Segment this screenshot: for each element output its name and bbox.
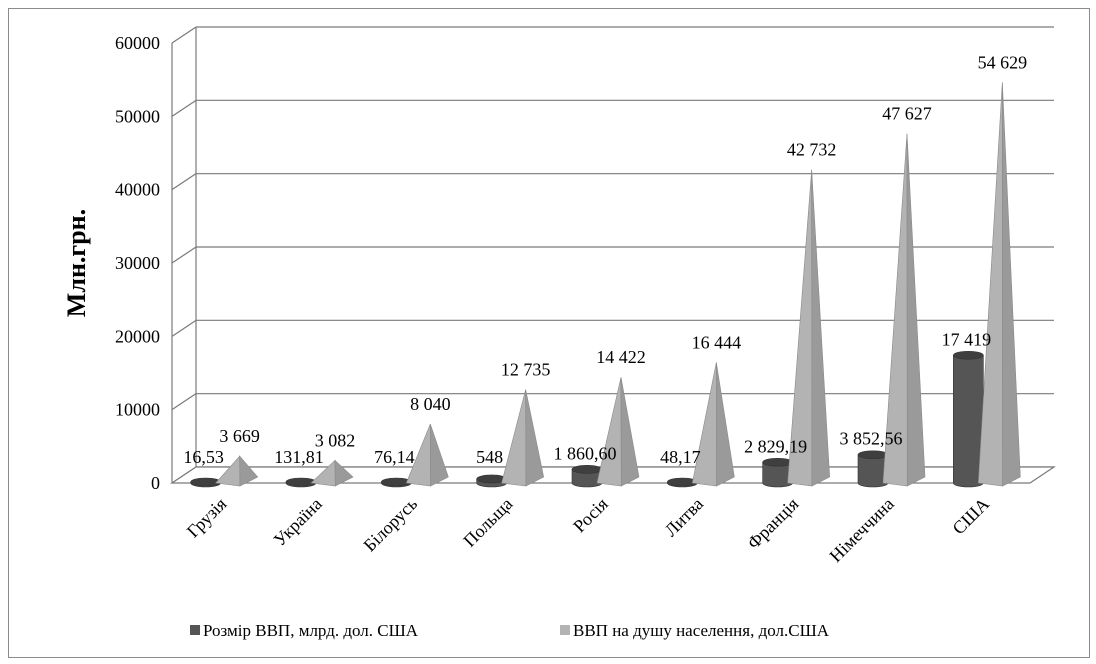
data-label-gdp-per-capita: 14 422 [596,347,646,367]
gridline-left-wall [171,319,197,337]
data-label-gdp-per-capita: 16 444 [692,332,742,352]
data-label-gdp-per-capita: 3 082 [315,430,356,450]
pyramid-gdp-per-capita-side [334,459,354,487]
x-category-label: Україна [270,494,326,550]
y-tick-label: 10000 [115,400,160,420]
bar-gdp-top [857,450,889,460]
data-label-gdp-per-capita: 47 627 [882,104,932,124]
bar-gdp-top [953,350,984,360]
pyramid-gdp-per-capita-front [691,362,717,487]
gridline-left-wall [171,173,197,191]
bar-gdp-top [762,457,793,467]
x-category-label: Литва [661,494,708,541]
bar-gdp-top [571,465,603,474]
data-label-gdp: 17 419 [942,329,992,349]
y-tick-label: 60000 [115,33,160,53]
y-tick-label: 30000 [115,253,160,273]
pyramid-gdp-per-capita-side [430,423,449,487]
bar-gdp [953,354,984,488]
bar-gdp-top [285,477,317,487]
data-label-gdp: 548 [476,447,503,467]
y-axis-title: Млн.грн. [62,209,91,317]
pyramid-gdp-per-capita-side [811,169,830,487]
x-category-label: Росія [569,494,612,537]
y-tick-label: 20000 [115,326,160,346]
x-category-label: Франція [743,494,802,553]
pyramid-gdp-per-capita-side [1002,82,1021,487]
x-category-label: Німеччина [825,494,897,566]
gridline-left-wall [171,246,197,264]
x-category-label: Білорусь [359,494,421,556]
data-label-gdp-per-capita: 8 040 [410,394,451,414]
data-label-gdp-per-capita: 54 629 [978,52,1028,72]
gridline-left-wall [171,26,197,44]
pyramid-gdp-per-capita-side [906,133,926,487]
legend-swatch-gdp [190,625,200,635]
data-label-gdp: 76,14 [374,447,415,467]
y-tick-label: 50000 [115,106,160,126]
data-label-gdp: 1 860,60 [554,443,617,463]
pyramid-gdp-per-capita-side [239,455,259,487]
data-label-gdp: 3 852,56 [840,429,903,449]
legend-label-gdp-per-capita: ВВП на душу населення, дол.США [573,621,830,640]
data-label-gdp: 131,81 [274,447,324,467]
x-category-label: Грузія [183,494,231,542]
x-category-label: США [948,494,993,539]
data-label-gdp-per-capita: 3 669 [219,426,260,446]
data-label-gdp-per-capita: 42 732 [787,140,837,160]
y-tick-label: 0 [151,473,160,493]
y-tick-label: 40000 [115,180,160,200]
pyramid-gdp-per-capita-front [978,82,1003,487]
legend-swatch-gdp-per-capita [560,625,570,635]
gridline-left-wall [171,99,197,117]
data-label-gdp: 48,17 [660,447,701,467]
pyramid-gdp-per-capita-side [620,377,640,487]
pyramid-gdp-per-capita-front [501,389,527,487]
pyramid-gdp-per-capita-side [716,362,735,487]
data-label-gdp-per-capita: 12 735 [501,360,551,380]
x-category-label: Польща [459,494,516,551]
legend-label-gdp: Розмір ВВП, млрд. дол. США [203,621,419,640]
pyramid-gdp-per-capita-side [525,389,545,487]
data-label-gdp: 16,53 [183,447,224,467]
gridline-left-wall [171,393,197,411]
data-label-gdp: 2 829,19 [744,436,807,456]
